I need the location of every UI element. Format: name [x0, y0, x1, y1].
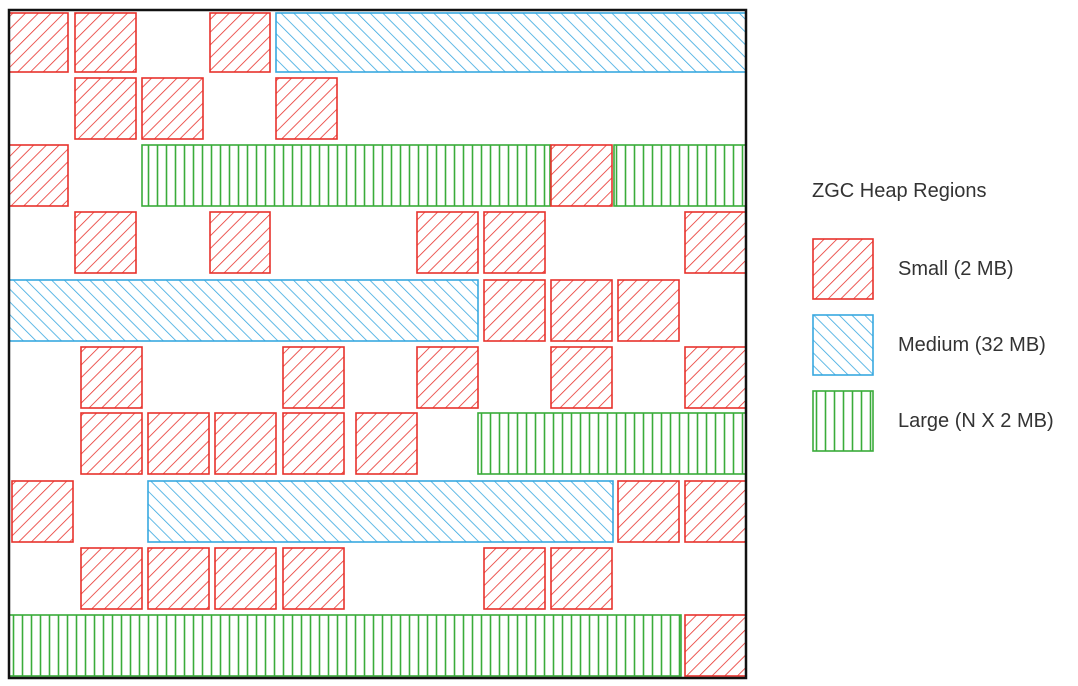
small-region [80, 412, 143, 475]
small-region [684, 211, 747, 274]
small-region [214, 412, 277, 475]
small-region [141, 77, 204, 140]
small-region [483, 547, 546, 610]
small-region [214, 547, 277, 610]
small-region [209, 211, 271, 274]
small-region [282, 346, 345, 409]
small-region [74, 211, 137, 274]
medium-region [8, 279, 479, 342]
legend-label-small: Small (2 MB) [898, 258, 1014, 280]
small-region [355, 412, 418, 475]
small-region [74, 12, 137, 73]
medium-region [275, 12, 747, 73]
legend-label-medium: Medium (32 MB) [898, 334, 1046, 356]
small-region [282, 412, 345, 475]
small-region [483, 279, 546, 342]
legend-item-large: Large (N X 2 MB) [812, 390, 1078, 452]
small-region [416, 211, 479, 274]
legend-label-large: Large (N X 2 MB) [898, 410, 1054, 432]
small-region [684, 346, 747, 409]
small-region [282, 547, 345, 610]
small-region [80, 547, 143, 610]
small-region [550, 279, 613, 342]
small-region [617, 279, 680, 342]
large-region [477, 412, 747, 475]
small-region [11, 480, 74, 543]
legend-item-medium: Medium (32 MB) [812, 314, 1078, 376]
small-region [483, 211, 546, 274]
small-region [684, 480, 747, 543]
small-region [209, 12, 271, 73]
medium-region [147, 480, 614, 543]
heap-regions [8, 12, 747, 677]
small-region [275, 77, 338, 140]
large-region [141, 144, 551, 207]
small-region [8, 144, 69, 207]
small-region [617, 480, 680, 543]
small-region [550, 346, 613, 409]
large-region-swatch-icon [812, 390, 874, 452]
heap-frame [7, 8, 748, 680]
large-region [613, 144, 747, 207]
small-region [684, 614, 747, 677]
large-region [8, 614, 682, 677]
small-region [147, 547, 210, 610]
small-region [74, 77, 137, 140]
small-region [550, 547, 613, 610]
legend-title: ZGC Heap Regions [812, 180, 987, 202]
medium-region-swatch-icon [812, 314, 874, 376]
small-region-swatch-icon [812, 238, 874, 300]
legend-item-small: Small (2 MB) [812, 238, 1078, 300]
small-region [8, 12, 69, 73]
small-region [416, 346, 479, 409]
small-region [147, 412, 210, 475]
small-region [550, 144, 613, 207]
small-region [80, 346, 143, 409]
